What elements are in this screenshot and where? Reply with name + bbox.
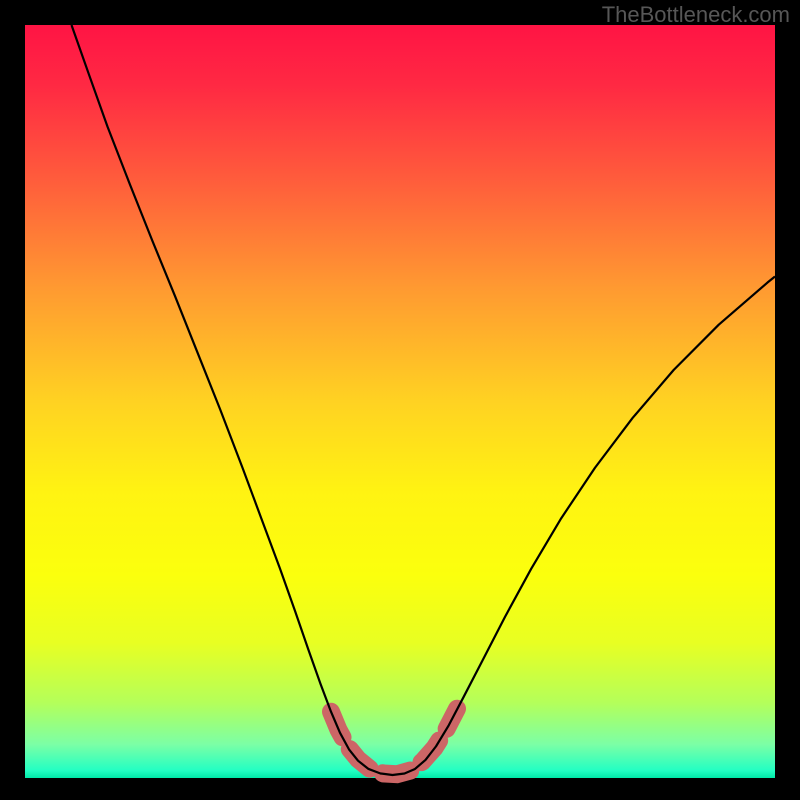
bottleneck-curve-chart	[0, 0, 800, 800]
frame-left	[0, 0, 25, 800]
watermark-text: TheBottleneck.com	[602, 2, 790, 28]
plot-background	[25, 25, 775, 778]
frame-right	[775, 0, 800, 800]
